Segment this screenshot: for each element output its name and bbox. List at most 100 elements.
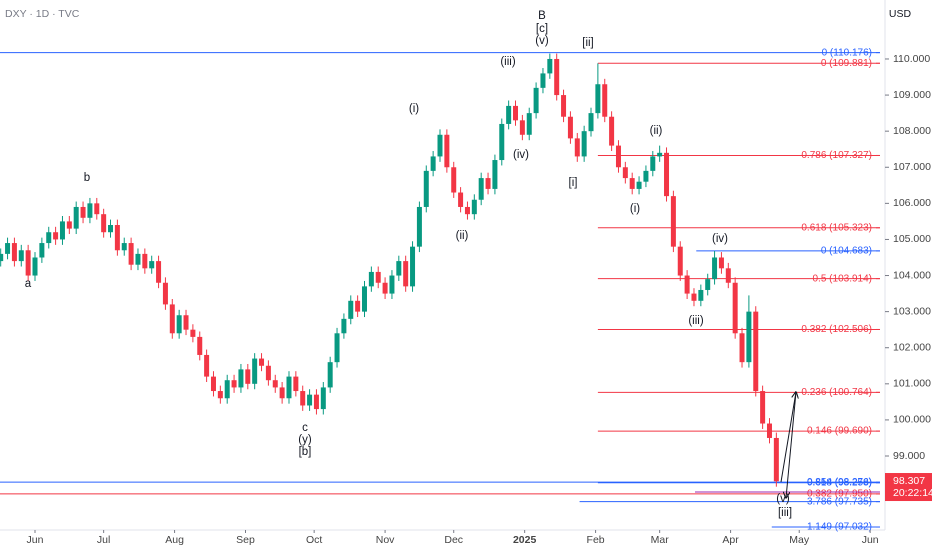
fib-label: 0 (104.683): [821, 246, 872, 257]
candle-body: [108, 225, 114, 233]
arrow-up: [780, 392, 796, 483]
candle-body: [114, 225, 120, 251]
candle-body: [602, 84, 608, 117]
wave-label: [iii]: [778, 507, 792, 519]
candle-body: [410, 246, 416, 287]
wave-label: (y): [298, 434, 312, 446]
candle-body: [595, 84, 601, 114]
candle-body: [307, 394, 313, 406]
y-tick-label: 104.000: [893, 269, 931, 281]
candle-body: [526, 113, 532, 135]
candle-body: [643, 170, 649, 182]
fib-label: 0.382 (97.950): [807, 489, 872, 500]
wave-label: c: [302, 422, 308, 434]
fib-label: 0 (110.176): [822, 47, 872, 58]
candle-body: [121, 243, 127, 251]
candle-body: [5, 243, 11, 254]
last-price-tag: [885, 473, 932, 502]
wave-label: b: [84, 172, 90, 184]
candle-body: [705, 279, 711, 290]
wave-label: (i): [630, 203, 640, 215]
x-tick-label: Nov: [376, 534, 395, 546]
x-tick-label: 2025: [513, 534, 537, 546]
y-tick-label: 110.000: [893, 53, 930, 65]
candle-body: [588, 113, 594, 132]
candle-body: [664, 152, 670, 197]
wave-label: (iii): [500, 56, 515, 68]
wave-label: (iv): [513, 149, 529, 161]
candle-body: [39, 243, 45, 258]
candle-body: [554, 58, 560, 96]
candle-body: [581, 131, 587, 157]
fib-label: 0.382 (102.506): [801, 324, 872, 335]
candle-body: [11, 243, 17, 262]
candle-body: [451, 167, 457, 193]
candle-body: [46, 232, 52, 244]
wave-label: (i): [409, 103, 419, 115]
candle-body: [300, 391, 306, 406]
candle-body: [355, 300, 361, 312]
candle-body: [156, 261, 162, 283]
wave-label: (ii): [456, 230, 469, 242]
candle-body: [320, 387, 326, 410]
candle-body: [423, 170, 429, 207]
candle-body: [396, 261, 402, 276]
candle-body: [59, 221, 65, 240]
candle-body: [94, 203, 100, 215]
candle-body: [25, 250, 31, 276]
candle-body: [252, 358, 258, 384]
arrow-down: [786, 391, 797, 498]
fib-label: 0.618 (98.258): [807, 477, 872, 488]
fib-label: 0.5 (103.914): [813, 273, 873, 284]
y-tick-label: 106.000: [893, 197, 931, 209]
candle-body: [506, 105, 512, 124]
fib-label: 0.236 (100.764): [801, 387, 872, 398]
candle-body: [348, 300, 354, 319]
candle-body: [272, 380, 278, 388]
fib-label: 0.786 (107.327): [801, 150, 872, 161]
x-tick-label: Dec: [444, 534, 463, 546]
candle-body: [142, 253, 148, 269]
candle-body: [492, 160, 498, 189]
y-tick-label: 99.000: [893, 450, 925, 462]
wave-label: [b]: [299, 446, 312, 458]
candle-body: [739, 333, 745, 363]
candle-body: [341, 318, 347, 334]
candle-body: [437, 134, 443, 157]
wave-label: a: [25, 278, 32, 290]
candle-body: [561, 95, 567, 117]
candle-body: [677, 246, 683, 276]
candle-body: [128, 243, 134, 265]
candle-body: [478, 178, 484, 200]
candle-body: [444, 134, 450, 168]
x-tick-label: Aug: [165, 534, 184, 546]
candle-body: [485, 178, 491, 189]
wave-label: (iv): [712, 233, 728, 245]
candle-body: [327, 362, 333, 388]
candle-body: [499, 123, 505, 161]
candle-body: [636, 181, 642, 189]
y-tick-label: 100.000: [893, 414, 931, 426]
candle-body: [698, 289, 704, 301]
wave-label: [c]: [536, 23, 548, 35]
candle-body: [773, 437, 779, 482]
symbol-header: DXY · 1D · TVC: [5, 8, 80, 20]
x-tick-label: Feb: [587, 534, 605, 546]
candle-body: [403, 261, 409, 287]
candle-body: [766, 423, 772, 438]
y-tick-label: 105.000: [893, 233, 931, 245]
candle-body: [533, 87, 539, 114]
candle-body: [712, 257, 718, 280]
x-tick-label: Apr: [722, 534, 739, 546]
candle-body: [0, 253, 4, 262]
candle-body: [334, 333, 340, 363]
candle-body: [169, 304, 175, 334]
candle-body: [313, 394, 319, 410]
candle-body: [101, 214, 107, 233]
fib-label: 1.149 (97.032): [807, 522, 872, 533]
candle-body: [32, 257, 38, 276]
candle-body: [265, 365, 271, 381]
candle-body: [650, 156, 656, 171]
candle-body: [760, 391, 766, 424]
